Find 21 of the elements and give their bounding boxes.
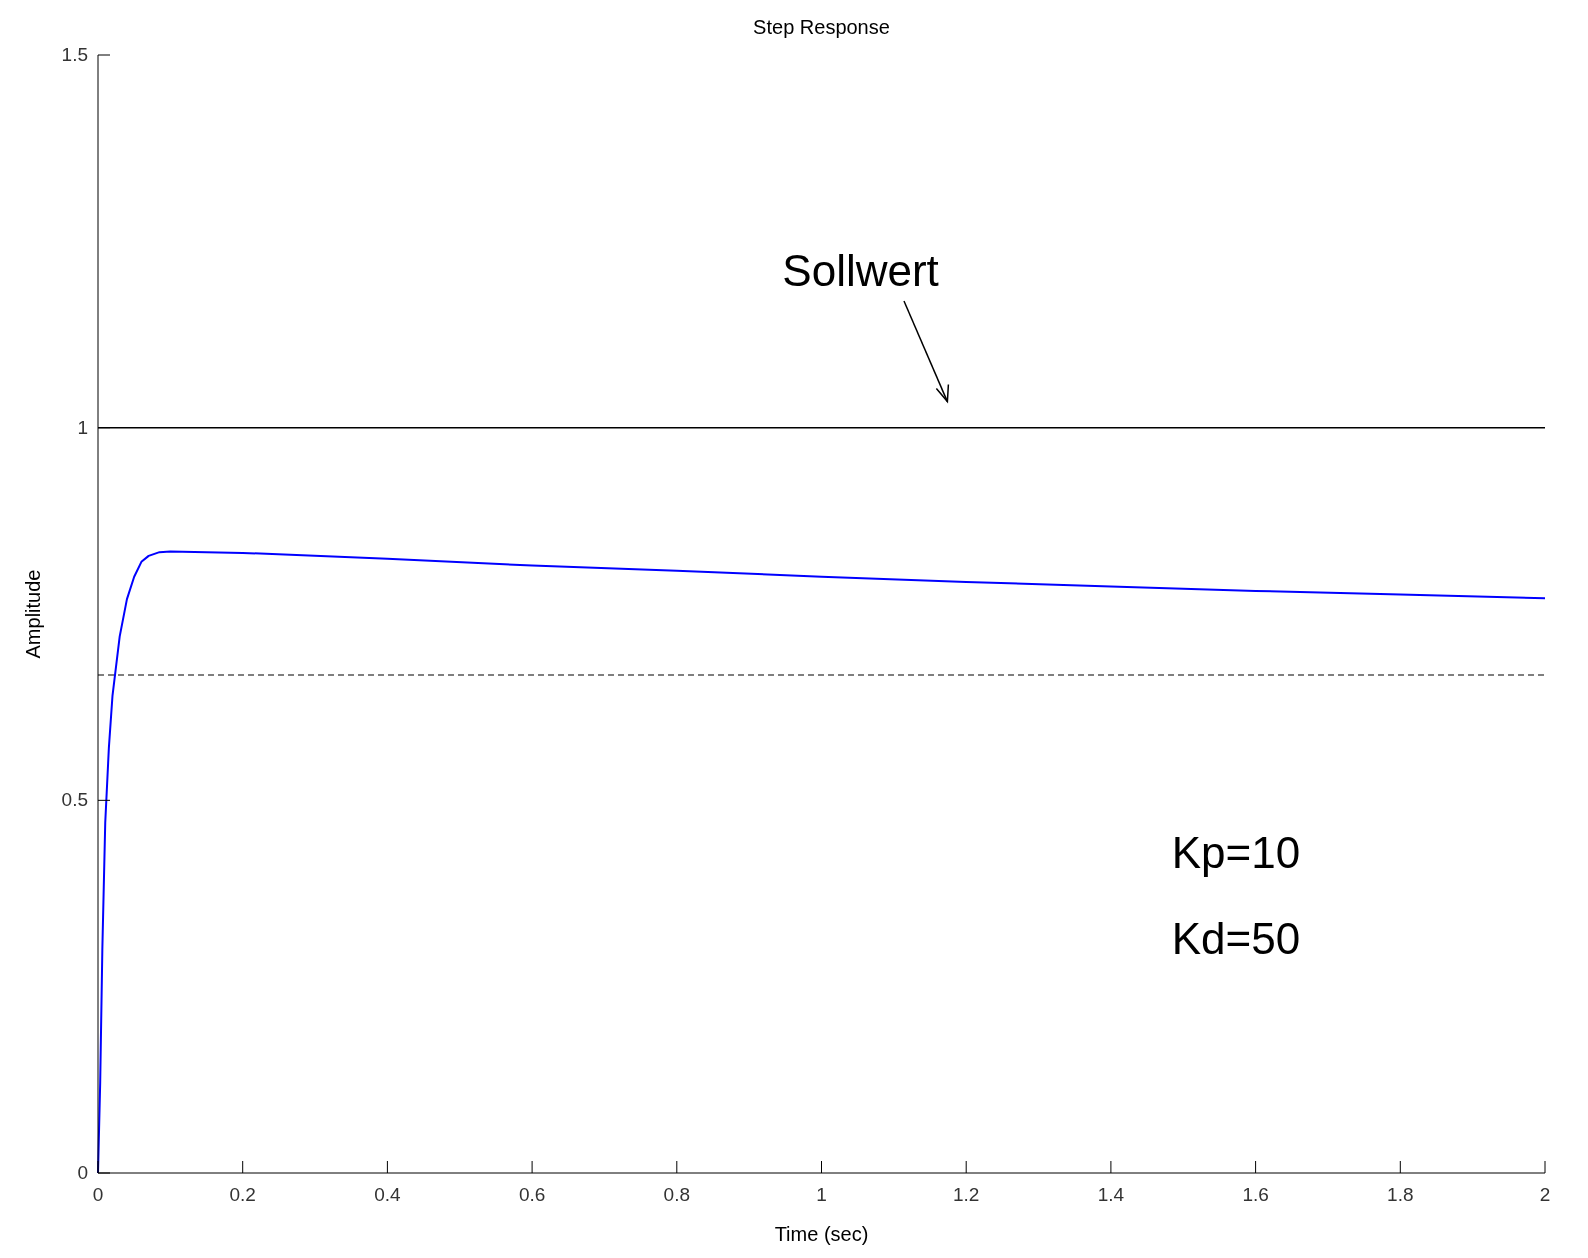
x-tick-label: 0 [92, 1184, 104, 1205]
x-tick-label: 0.4 [374, 1184, 402, 1205]
x-tick-label: 0.6 [518, 1184, 546, 1205]
x-axis-title: Time (sec) [774, 1223, 869, 1245]
x-tick-label: 2 [1539, 1184, 1551, 1205]
y-tick-label: 1 [77, 416, 88, 438]
annotation: Sollwert [782, 246, 939, 296]
annotation: Kd=50 [1171, 913, 1301, 963]
x-tick-label: 1.4 [1097, 1184, 1125, 1205]
x-tick-label: 0.2 [229, 1184, 256, 1205]
y-tick-label: 0 [77, 1162, 88, 1183]
annotation: Kp=10 [1171, 827, 1301, 877]
chart-title: Step Response [753, 16, 890, 38]
x-tick-label: 1.6 [1242, 1184, 1269, 1205]
x-tick-label: 0.8 [663, 1184, 691, 1205]
x-tick-label: 1 [816, 1184, 827, 1205]
x-tick-label: 1.2 [952, 1184, 980, 1205]
y-tick-label: 1.5 [61, 44, 88, 65]
x-tick-label: 1.8 [1387, 1184, 1414, 1205]
y-axis-title: Amplitude [22, 569, 44, 659]
y-tick-label: 0.5 [61, 789, 88, 811]
